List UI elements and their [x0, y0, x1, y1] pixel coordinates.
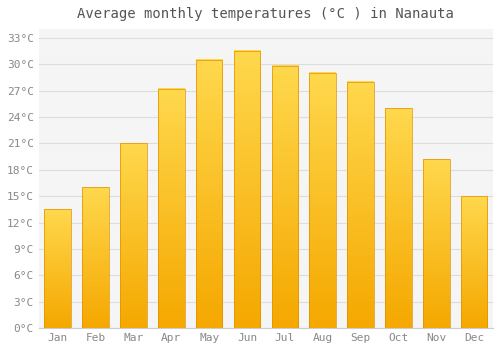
- Bar: [385, 108, 411, 328]
- Bar: [272, 66, 298, 328]
- Bar: [461, 196, 487, 328]
- Bar: [234, 51, 260, 328]
- Title: Average monthly temperatures (°C ) in Nanauta: Average monthly temperatures (°C ) in Na…: [78, 7, 454, 21]
- Bar: [310, 73, 336, 328]
- Bar: [82, 187, 109, 328]
- Bar: [120, 144, 146, 328]
- Bar: [423, 159, 450, 328]
- Bar: [348, 82, 374, 328]
- Bar: [196, 60, 222, 328]
- Bar: [158, 89, 184, 328]
- Bar: [44, 209, 71, 328]
